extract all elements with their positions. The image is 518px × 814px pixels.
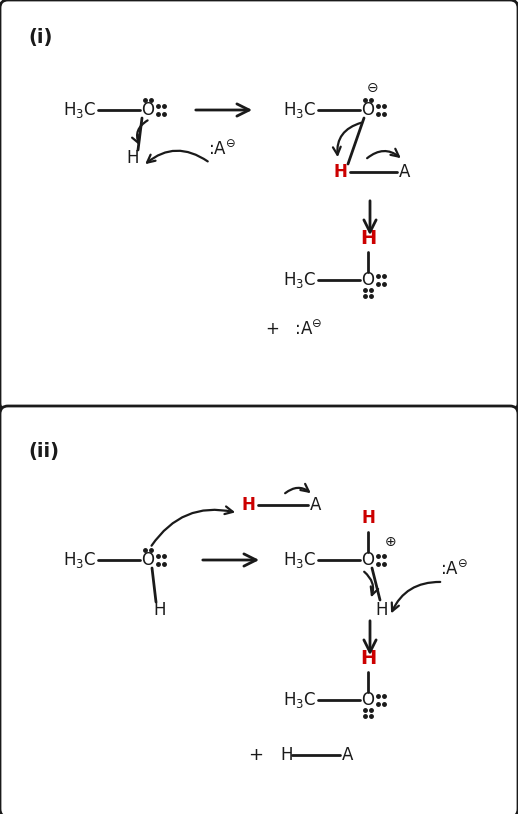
Text: +   :A$^{\ominus}$: + :A$^{\ominus}$ <box>265 321 323 339</box>
Text: A: A <box>342 746 354 764</box>
Text: (ii): (ii) <box>28 443 59 462</box>
Text: O: O <box>362 101 375 119</box>
Text: H: H <box>333 163 347 181</box>
Text: $\ominus$: $\ominus$ <box>366 81 378 95</box>
Text: H: H <box>154 601 166 619</box>
Text: H$_3$C: H$_3$C <box>283 100 316 120</box>
Text: H: H <box>360 229 376 247</box>
Text: H: H <box>360 649 376 667</box>
Text: H: H <box>241 496 255 514</box>
Text: H: H <box>127 149 139 167</box>
FancyBboxPatch shape <box>0 0 518 411</box>
Text: O: O <box>362 691 375 709</box>
Text: :A$^{\ominus}$: :A$^{\ominus}$ <box>208 141 236 160</box>
Text: O: O <box>362 551 375 569</box>
Text: H: H <box>361 509 375 527</box>
Text: +: + <box>248 746 263 764</box>
Text: H$_3$C: H$_3$C <box>63 100 96 120</box>
Text: H$_3$C: H$_3$C <box>283 690 316 710</box>
Text: O: O <box>362 271 375 289</box>
Text: H: H <box>376 601 388 619</box>
Text: A: A <box>310 496 322 514</box>
Text: H: H <box>280 746 293 764</box>
Text: :A$^{\ominus}$: :A$^{\ominus}$ <box>440 561 468 580</box>
Text: H$_3$C: H$_3$C <box>63 550 96 570</box>
Text: A: A <box>399 163 411 181</box>
Text: (i): (i) <box>28 28 52 47</box>
Text: H$_3$C: H$_3$C <box>283 550 316 570</box>
Text: H$_3$C: H$_3$C <box>283 270 316 290</box>
FancyBboxPatch shape <box>0 406 518 814</box>
Text: O: O <box>141 551 154 569</box>
Text: O: O <box>141 101 154 119</box>
Text: $\oplus$: $\oplus$ <box>384 535 396 549</box>
